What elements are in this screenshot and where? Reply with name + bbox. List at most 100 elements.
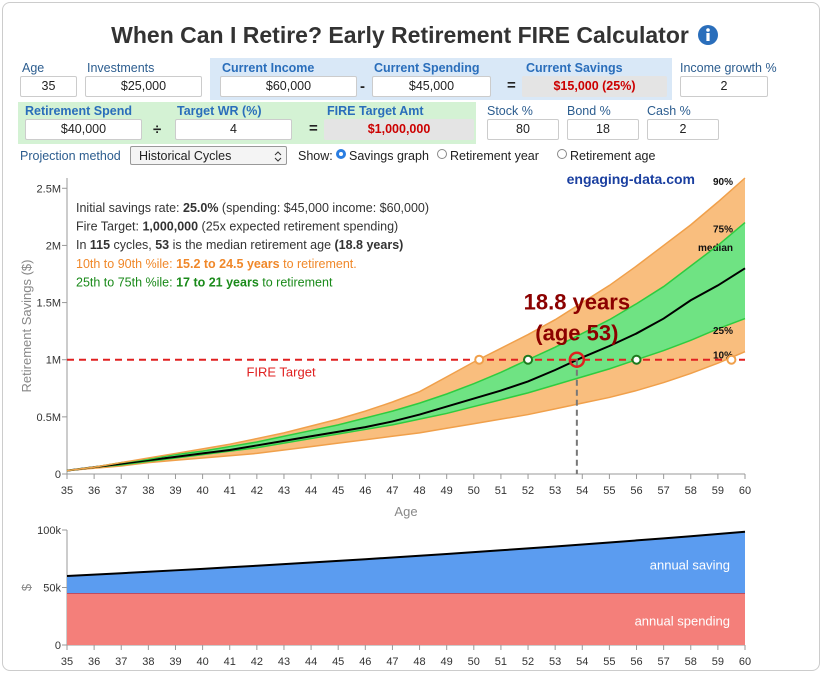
annotation: 18.8 years <box>524 290 630 315</box>
select-arrow <box>274 151 282 162</box>
radio-button[interactable] <box>437 149 447 159</box>
x-tick-label: 59 <box>712 656 724 668</box>
note-part: to retirement <box>259 275 333 289</box>
info-icon[interactable] <box>697 24 719 46</box>
x-tick-label: 58 <box>685 485 697 497</box>
field-input[interactable]: $60,000 <box>220 76 357 97</box>
note-part: (spending: $45,000 income: $60,000) <box>218 201 429 215</box>
operator: ÷ <box>153 121 162 138</box>
field-input[interactable]: $25,000 <box>85 76 202 97</box>
crossing-marker <box>568 351 586 368</box>
x-tick-label: 37 <box>115 485 127 497</box>
x-tick-label: 47 <box>386 485 398 497</box>
x-tick-label: 43 <box>278 485 290 497</box>
note-part: (25x expected retirement spending) <box>198 220 398 234</box>
field-input[interactable]: 80 <box>487 119 559 140</box>
x-tick-label: 36 <box>88 656 100 668</box>
x-tick-label: 41 <box>224 485 236 497</box>
crossing-marker <box>631 354 642 365</box>
x-tick-label: 49 <box>441 485 453 497</box>
note-part: Fire Target: <box>76 220 142 234</box>
operator: = <box>309 120 318 137</box>
series-label: 25% <box>713 326 733 337</box>
x-tick-label: 49 <box>441 656 453 668</box>
crossing-marker <box>523 354 534 365</box>
page-title: When Can I Retire? Early Retirement FIRE… <box>111 22 689 48</box>
note-part: 53 <box>155 238 169 252</box>
x-tick-label: 57 <box>658 656 670 668</box>
x-tick-label: 48 <box>413 656 425 668</box>
field-input[interactable]: 2 <box>647 119 719 140</box>
projection-value: Historical Cycles <box>139 149 232 163</box>
percentile-line <box>66 177 746 472</box>
radio-button[interactable] <box>336 149 346 159</box>
crossing-marker <box>726 354 737 365</box>
x-tick-label: 38 <box>142 656 154 668</box>
x-axis-label: Age <box>394 504 417 519</box>
series-label: median <box>698 243 733 254</box>
x-tick-label: 59 <box>712 485 724 497</box>
x-tick-label: 57 <box>658 485 670 497</box>
y-tick-label: 1M <box>46 355 61 367</box>
x-tick-label: 50 <box>468 485 480 497</box>
field-label: Target WR (%) <box>177 104 262 118</box>
area-label: annual spending <box>635 614 730 629</box>
field-label: Retirement Spend <box>25 104 132 118</box>
percentile-line <box>66 221 746 472</box>
field-output: $15,000 (25%) <box>522 76 667 97</box>
x-tick-label: 55 <box>603 485 615 497</box>
y-tick-label: 1.5M <box>37 298 61 310</box>
show-label: Show: <box>298 149 333 163</box>
series-label: 90% <box>713 177 733 188</box>
projection-label: Projection method <box>20 149 121 163</box>
projection-select[interactable]: Historical Cycles <box>130 146 287 165</box>
note-part: is the median retirement age <box>169 238 334 252</box>
area <box>67 531 745 594</box>
note: Fire Target: 1,000,000 (25x expected ret… <box>76 220 398 234</box>
x-tick-label: 58 <box>685 656 697 668</box>
x-tick-label: 39 <box>169 656 181 668</box>
x-tick-label: 44 <box>305 485 317 497</box>
radio-button[interactable] <box>557 149 567 159</box>
field-input[interactable]: 35 <box>20 76 77 97</box>
x-tick-label: 43 <box>278 656 290 668</box>
x-tick-label: 39 <box>169 485 181 497</box>
x-tick-label: 41 <box>224 656 236 668</box>
annotation: (age 53) <box>535 321 618 346</box>
x-tick-label: 51 <box>495 485 507 497</box>
x-tick-label: 42 <box>251 656 263 668</box>
series-label: 75% <box>713 224 733 235</box>
note-part: to retirement. <box>280 257 357 271</box>
x-tick-label: 60 <box>739 485 751 497</box>
note-part: 10th to 90th %ile: <box>76 257 176 271</box>
field-label: Age <box>22 61 45 75</box>
x-tick-label: 46 <box>359 485 371 497</box>
field-label: Current Spending <box>374 61 480 75</box>
field-input[interactable]: $45,000 <box>372 76 491 97</box>
y-tick-label: 50k <box>43 583 61 595</box>
field-label: Current Savings <box>526 61 623 75</box>
field-output: $1,000,000 <box>324 119 474 140</box>
note-part: 15.2 to 24.5 years <box>176 257 280 271</box>
x-tick-label: 51 <box>495 656 507 668</box>
area-label: annual saving <box>650 558 730 573</box>
y-tick-label: 2M <box>46 240 61 252</box>
x-tick-label: 53 <box>549 656 561 668</box>
note: In 115 cycles, 53 is the median retireme… <box>76 238 403 252</box>
x-tick-label: 35 <box>61 485 73 497</box>
field-label: Bond % <box>567 104 611 118</box>
field-input[interactable]: 2 <box>680 76 768 97</box>
note-part: In <box>76 238 90 252</box>
note: 10th to 90th %ile: 15.2 to 24.5 years to… <box>76 257 357 271</box>
operator: - <box>360 78 365 95</box>
radio-label: Savings graph <box>349 149 429 163</box>
y-tick-label: 0.5M <box>37 412 61 424</box>
field-input[interactable]: 4 <box>175 119 292 140</box>
y-axis-label: Retirement Savings ($) <box>19 260 34 393</box>
percentile-line <box>66 267 746 472</box>
field-input[interactable]: 18 <box>567 119 639 140</box>
x-tick-label: 37 <box>115 656 127 668</box>
field-input[interactable]: $40,000 <box>25 119 142 140</box>
